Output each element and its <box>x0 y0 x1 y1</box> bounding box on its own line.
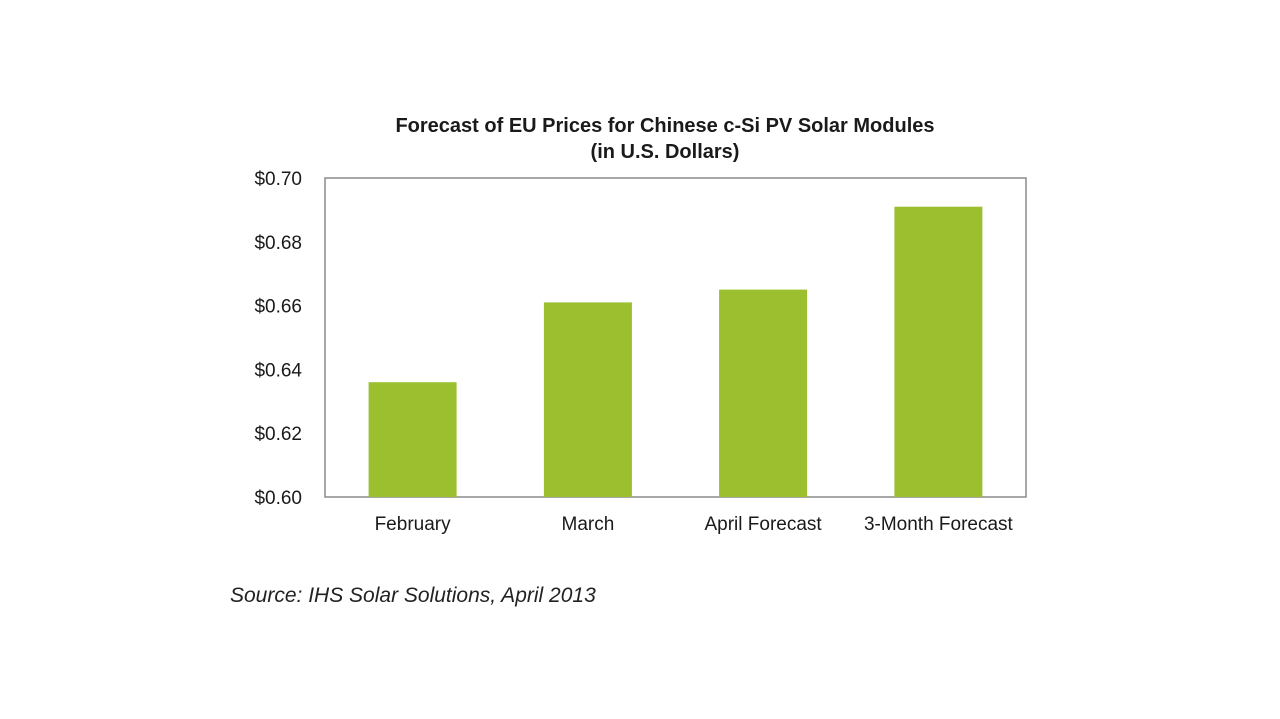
y-tick-label: $0.60 <box>254 488 302 509</box>
x-tick-label: 3-Month Forecast <box>864 514 1014 535</box>
x-tick-label: March <box>562 514 615 535</box>
bar-april-forecast <box>719 289 808 497</box>
y-tick-label: $0.66 <box>254 297 302 318</box>
x-axis-labels: February March April Forecast 3-Month Forec… <box>375 514 1014 535</box>
y-tick-label: $0.68 <box>254 233 302 254</box>
x-tick-label: April Forecast <box>704 514 822 535</box>
y-tick-label: $0.70 <box>254 169 302 190</box>
plot-area-frame <box>324 177 1027 498</box>
y-tick-label: $0.64 <box>254 360 302 381</box>
bar-3-month-forecast <box>894 206 983 497</box>
bar-february <box>368 382 457 497</box>
chart-subtitle: (in U.S. Dollars) <box>591 141 740 163</box>
y-axis-ticks: $0.60 $0.62 $0.64 $0.66 $0.68 $0.70 <box>254 169 302 509</box>
bars-group <box>368 206 983 497</box>
source-note: Source: IHS Solar Solutions, April 2013 <box>230 584 596 607</box>
x-tick-label: February <box>375 514 452 535</box>
chart-title: Forecast of EU Prices for Chinese c-Si P… <box>395 115 934 137</box>
bar-march <box>543 302 632 497</box>
y-tick-label: $0.62 <box>254 424 302 445</box>
